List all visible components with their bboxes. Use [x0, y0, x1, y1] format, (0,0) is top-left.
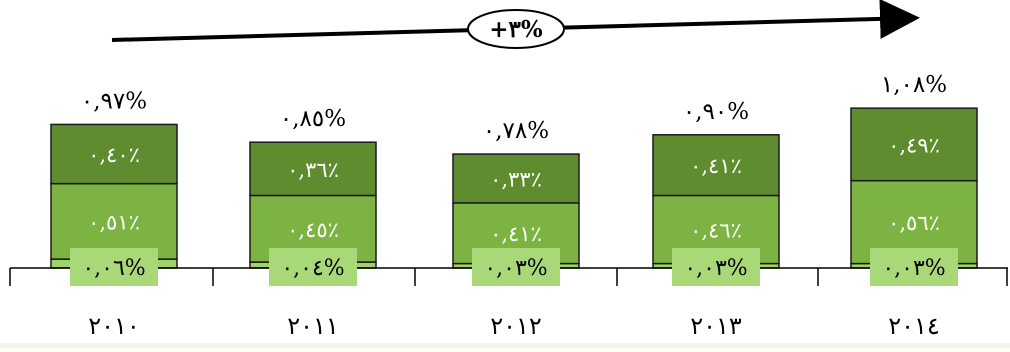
x-tick-label: ٢٠١٤ — [888, 312, 940, 340]
x-tick-label: ٢٠١٢ — [490, 312, 542, 340]
labels-group: ٠,٥١٪ ٠,٤٠٪ ٠,٠٦% ٠,٩٧% ٢٠١٠ ٠,٤٥٪ ٠,٣٦٪ ٠,٠٤% ٠… — [70, 72, 958, 340]
bar-segment — [850, 107, 978, 182]
trend-group: +٣% — [111, 0, 920, 49]
base-segment-value-label: ٠,٠٦% — [82, 256, 145, 281]
x-tick-label: ٢٠١٣ — [690, 312, 742, 340]
base-segment-value-label: ٠,٠٤% — [281, 256, 344, 281]
bar-total-label: ٠,٨٥% — [280, 106, 346, 132]
bar-segment — [452, 153, 580, 204]
bar-segment — [50, 123, 178, 185]
segment-value-label: ٠,٥١٪ — [88, 210, 140, 234]
bar-segment — [50, 182, 178, 260]
segment-value-label: ٠,٤١٪ — [490, 222, 542, 246]
segment-value-label: ٠,٤٥٪ — [287, 218, 339, 242]
base-label-box — [472, 248, 560, 286]
segment-value-label: ٠,٤١٪ — [690, 154, 742, 178]
segment-value-label: ٠,٣٦٪ — [287, 158, 339, 182]
x-tick-label: ٢٠١٠ — [88, 312, 140, 340]
segment-value-label: ٠,٥٦٪ — [888, 211, 940, 235]
base-label-box — [672, 248, 760, 286]
x-tick-label: ٢٠١١ — [287, 312, 339, 340]
segment-value-label: ٠,٤٩٪ — [888, 133, 940, 157]
trend-annotation-badge — [467, 9, 565, 49]
base-label-box — [269, 248, 357, 286]
bar-total-label: ٠,٩٠% — [683, 99, 749, 125]
bar-segment — [249, 141, 377, 197]
trend-annotation-label: +٣% — [489, 16, 543, 43]
segment-value-label: ٠,٣٣٪ — [490, 167, 542, 191]
segment-value-label: ٠,٤٠٪ — [88, 143, 140, 167]
base-segment-value-label: ٠,٠٣% — [684, 256, 747, 281]
bar-total-label: ١,٠٨% — [881, 72, 947, 98]
base-label-box — [870, 248, 958, 286]
bar-total-label: ٠,٧٨% — [483, 118, 549, 144]
base-segment-value-label: ٠,٠٣% — [484, 256, 547, 281]
bottom-strip — [0, 343, 1010, 348]
base-label-box — [70, 248, 158, 286]
bar-total-label: ٠,٩٧% — [81, 88, 147, 114]
segment-value-label: ٠,٤٦٪ — [690, 219, 742, 243]
base-segment-value-label: ٠,٠٣% — [882, 256, 945, 281]
bars-group — [50, 107, 978, 269]
bar-segment — [652, 134, 780, 197]
